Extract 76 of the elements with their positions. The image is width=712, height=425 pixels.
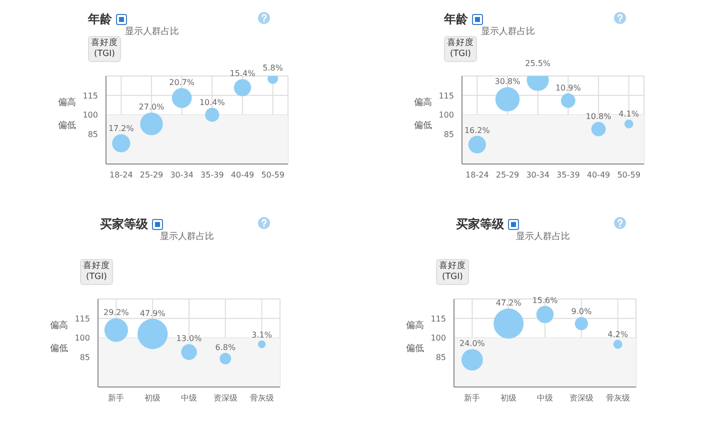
data-label: 9.0% bbox=[571, 307, 592, 316]
y-tick-label: 85 bbox=[436, 353, 446, 362]
x-tick-label: 初级 bbox=[144, 394, 161, 403]
chart-subtitle: 显示人群占比 bbox=[481, 26, 535, 38]
x-tick-label: 骨灰级 bbox=[606, 394, 630, 403]
chart-title: 买家等级 bbox=[100, 216, 148, 233]
x-tick-label: 40-49 bbox=[586, 170, 610, 180]
data-label: 13.0% bbox=[176, 334, 202, 344]
y-tick-label: 85 bbox=[88, 130, 98, 140]
chart-title: 买家等级 bbox=[456, 216, 504, 233]
y-tick-label: 100 bbox=[74, 334, 90, 343]
x-tick-label: 35-39 bbox=[200, 170, 224, 180]
y-axis-title: 喜好度 (TGI) bbox=[436, 259, 469, 285]
chart-title: 年龄 bbox=[444, 11, 468, 28]
data-label: 10.8% bbox=[586, 112, 612, 121]
x-tick-label: 中级 bbox=[537, 394, 553, 403]
x-tick-label: 资深级 bbox=[569, 394, 594, 403]
data-label: 16.2% bbox=[464, 126, 490, 135]
x-tick-label: 40-49 bbox=[230, 170, 254, 180]
data-label: 3.1% bbox=[252, 330, 272, 340]
text: 偏高 bbox=[406, 320, 424, 332]
x-tick-label: 30-34 bbox=[170, 170, 194, 180]
x-tick-label: 30-34 bbox=[526, 170, 550, 180]
y-tick-label: 115 bbox=[82, 91, 98, 100]
x-tick-label: 新手 bbox=[464, 394, 480, 403]
data-label: 6.8% bbox=[215, 342, 236, 352]
chart-title: 年龄 bbox=[88, 11, 112, 28]
data-label: 20.7% bbox=[169, 78, 195, 88]
text: 偏低 bbox=[58, 120, 76, 132]
x-tick-label: 50-59 bbox=[261, 170, 284, 180]
data-label: 5.8% bbox=[262, 63, 284, 72]
text: 偏低 bbox=[406, 344, 424, 355]
data-label: 4.2% bbox=[608, 330, 628, 339]
x-tick-label: 骨灰级 bbox=[250, 394, 274, 403]
data-label: 30.8% bbox=[494, 77, 521, 86]
x-tick-label: 资深级 bbox=[213, 394, 238, 403]
x-tick-label: 35-39 bbox=[556, 170, 580, 180]
y-tick-label: 85 bbox=[80, 353, 90, 362]
text: 偏高 bbox=[414, 98, 432, 109]
text: 偏高 bbox=[50, 320, 68, 332]
x-tick-label: 初级 bbox=[500, 394, 517, 403]
y-axis-title: 喜好度 (TGI) bbox=[444, 36, 477, 62]
text: 偏低 bbox=[414, 120, 432, 132]
x-tick-label: 50-59 bbox=[617, 170, 640, 180]
data-label: 47.9% bbox=[140, 308, 166, 318]
chart-subtitle: 显示人群占比 bbox=[516, 230, 570, 243]
data-label: 27.0% bbox=[138, 102, 165, 112]
data-label: 47.2% bbox=[496, 298, 522, 308]
data-label: 15.4% bbox=[230, 69, 256, 78]
y-tick-label: 115 bbox=[430, 314, 446, 324]
y-tick-label: 100 bbox=[438, 110, 454, 120]
data-label: 24.0% bbox=[459, 339, 486, 348]
data-label: 25.5% bbox=[525, 58, 551, 68]
y-tick-label: 85 bbox=[444, 130, 454, 140]
data-label: 10.4% bbox=[199, 98, 226, 107]
text: 偏低 bbox=[50, 344, 68, 355]
x-tick-label: 中级 bbox=[181, 394, 197, 403]
y-tick-label: 100 bbox=[430, 334, 446, 343]
x-tick-label: 18-24 bbox=[466, 170, 489, 180]
y-axis-title: 喜好度 (TGI) bbox=[88, 36, 121, 62]
data-label: 17.2% bbox=[108, 124, 134, 134]
data-label: 4.1% bbox=[618, 109, 640, 118]
text: 偏高 bbox=[58, 98, 76, 109]
chart-subtitle: 显示人群占比 bbox=[125, 26, 179, 38]
y-axis-title: 喜好度 (TGI) bbox=[80, 259, 113, 285]
y-tick-label: 115 bbox=[74, 314, 90, 324]
data-label: 29.2% bbox=[103, 308, 130, 318]
chart-subtitle: 显示人群占比 bbox=[160, 230, 214, 243]
y-tick-label: 100 bbox=[82, 110, 98, 120]
x-tick-label: 25-29 bbox=[140, 170, 164, 180]
data-label: 10.9% bbox=[555, 83, 582, 92]
y-tick-label: 115 bbox=[438, 91, 454, 100]
x-tick-label: 25-29 bbox=[496, 170, 520, 180]
x-tick-label: 18-24 bbox=[110, 170, 133, 180]
data-label: 15.6% bbox=[532, 296, 558, 305]
x-tick-label: 新手 bbox=[108, 394, 124, 403]
